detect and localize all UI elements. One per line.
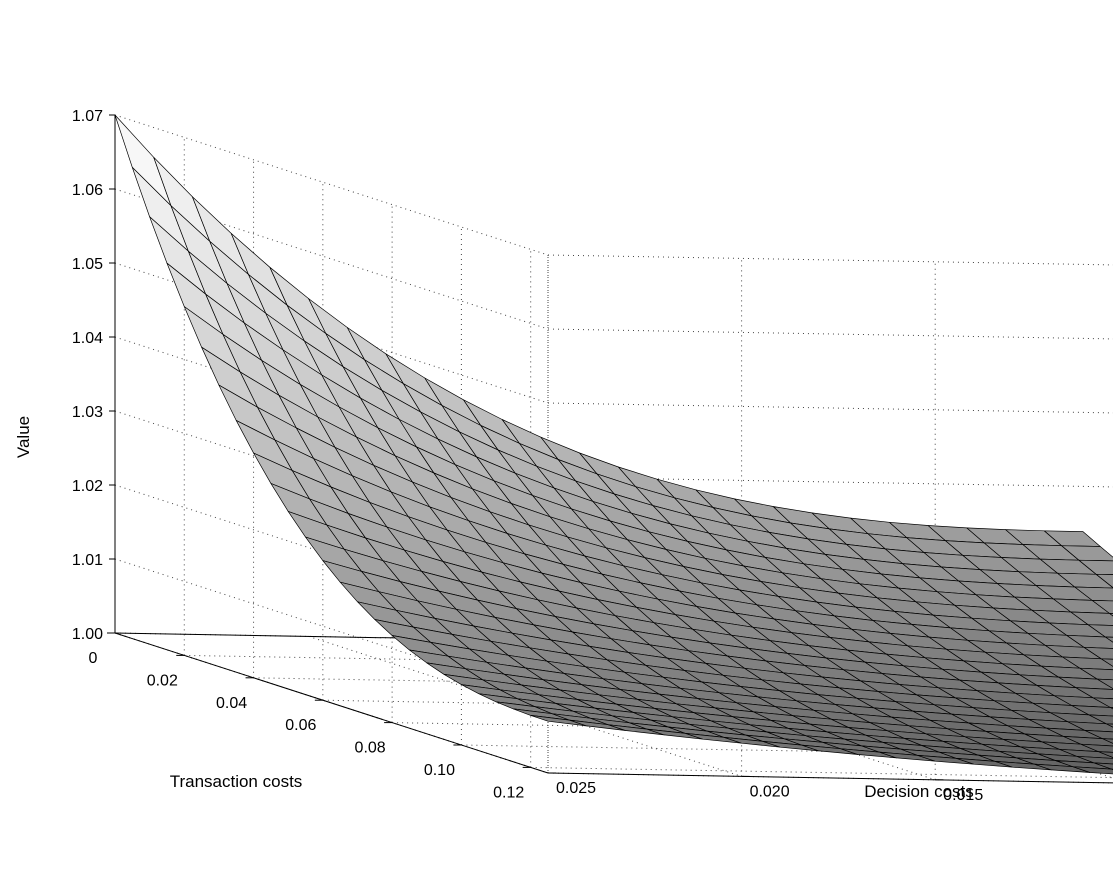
grid-line (547, 328, 1113, 340)
surface-face (1062, 656, 1113, 671)
z-tick-label: 1.06 (72, 182, 103, 199)
surface-face (1087, 624, 1113, 638)
grid-line (547, 254, 1113, 266)
surface-face (1067, 721, 1113, 733)
surface-face (1110, 707, 1113, 710)
surface-face (1106, 723, 1113, 728)
surface-face (1095, 573, 1113, 589)
grid-line (547, 402, 1113, 414)
x-tick-label: 0.12 (493, 784, 524, 801)
surface-face (1071, 705, 1113, 717)
x-tick-label: 0 (89, 650, 98, 667)
surface-face (1059, 748, 1113, 759)
z-tick-label: 1.02 (72, 478, 103, 495)
surface-face (1078, 559, 1113, 575)
surface-face (1058, 676, 1113, 690)
x-tick-label: 0.06 (285, 717, 316, 734)
surface-face (1076, 755, 1113, 765)
z-tick-label: 1.03 (72, 404, 103, 421)
surface-face (1080, 743, 1113, 753)
x-axis-label: Transaction costs (170, 772, 303, 791)
grid-line (114, 410, 549, 552)
z-tick-label: 1.07 (72, 108, 103, 125)
surface-face (1093, 762, 1113, 770)
z-axis-label: Value (14, 416, 33, 458)
x-axis-line (114, 632, 549, 774)
y-tick-label: 0.015 (943, 787, 983, 804)
surface-face (1074, 586, 1113, 602)
x-tick-label: 0.08 (355, 740, 386, 757)
tick-labels: 1.00 1.01 1.02 1.03 1.04 1.05 1.06 1.07 0 0.02 0.0… (72, 108, 983, 804)
grid-line (114, 336, 549, 478)
y-axis-label: Decision costs (864, 782, 974, 801)
surface-mesh (114, 114, 1113, 775)
surface-face (1083, 646, 1113, 660)
x-tick-label: 0.02 (147, 672, 178, 689)
surface-face (1075, 687, 1113, 700)
x-tick-label: 0.04 (216, 695, 247, 712)
z-tick-label: 1.05 (72, 256, 103, 273)
surface-face (1088, 714, 1113, 725)
grid-line (114, 114, 549, 256)
grid-line (308, 635, 742, 777)
grid-line (114, 558, 549, 700)
surface-face (1109, 613, 1113, 617)
z-tick-label: 1.04 (72, 330, 103, 347)
surface-face (1061, 545, 1113, 562)
y-tick-label: 0.025 (556, 780, 596, 797)
z-tick-label: 1.01 (72, 552, 103, 569)
x-tick-label: 0.10 (424, 762, 455, 779)
surface-face (1096, 678, 1113, 690)
surface-face (1079, 667, 1113, 681)
surface-face (1084, 730, 1113, 740)
y-tick-label: 0.020 (750, 783, 790, 800)
y-axis-front-line (547, 772, 1113, 784)
surface-face (1063, 736, 1113, 747)
surface-face (1097, 751, 1113, 758)
surface-face (1101, 738, 1113, 744)
surface-face (1066, 634, 1113, 649)
surface-face (1070, 611, 1113, 626)
z-tick-label: 1.00 (72, 626, 103, 643)
surface-face (1091, 600, 1113, 614)
grid-line (114, 484, 549, 626)
surface-face (1072, 766, 1113, 775)
surface-face (1092, 697, 1113, 708)
surface-face (1105, 636, 1113, 643)
